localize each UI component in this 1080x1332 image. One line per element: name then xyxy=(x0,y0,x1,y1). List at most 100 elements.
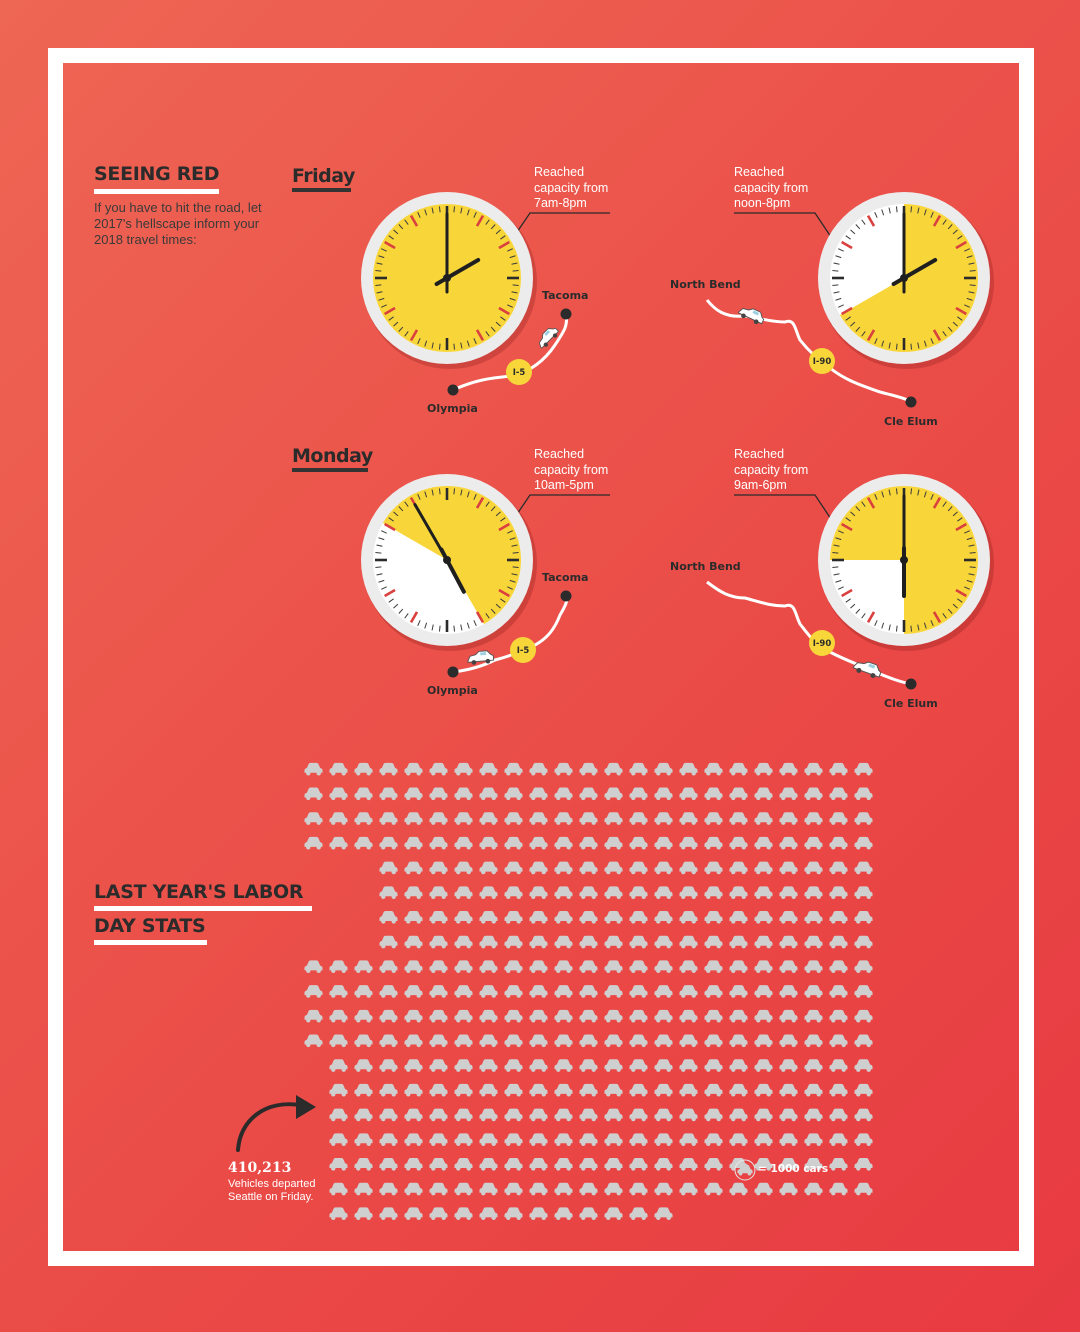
car-icon xyxy=(854,1108,873,1122)
car-icon xyxy=(479,1182,498,1196)
car-icon xyxy=(654,1158,673,1171)
clock-tick xyxy=(473,494,477,500)
car-icon xyxy=(479,1133,498,1146)
highway-badge xyxy=(506,359,532,385)
clock-tick xyxy=(404,331,409,337)
car-icon xyxy=(754,935,773,949)
car-icon xyxy=(379,787,398,801)
car-icon xyxy=(754,960,773,974)
car-icon xyxy=(854,935,873,949)
car-icon xyxy=(729,1009,748,1023)
car-icon xyxy=(529,935,548,949)
clock-tick xyxy=(375,566,382,569)
car-icon xyxy=(454,812,473,825)
car-icon xyxy=(329,1034,348,1048)
car-icon xyxy=(404,1133,423,1146)
clock-tick xyxy=(845,517,851,522)
clock-tick xyxy=(888,624,891,631)
clock-tick xyxy=(378,537,385,541)
car-icon xyxy=(579,836,598,850)
car-icon xyxy=(854,1009,873,1023)
car-icon xyxy=(704,1108,723,1122)
car-icon xyxy=(779,861,798,875)
car-icon xyxy=(304,985,323,998)
clock-tick xyxy=(409,329,419,342)
car-icon xyxy=(479,1108,498,1122)
car-icon xyxy=(854,861,873,875)
car-icon xyxy=(679,812,698,825)
car-icon xyxy=(779,1034,798,1048)
clock-tick xyxy=(438,206,441,213)
car-icon xyxy=(404,1059,423,1072)
capacity-fill xyxy=(382,486,521,625)
car-icon xyxy=(504,1108,523,1122)
clock-tick xyxy=(930,620,934,626)
clock-tick xyxy=(932,496,942,509)
car-icon xyxy=(554,836,573,850)
clock-tick xyxy=(966,255,973,259)
car-icon xyxy=(654,1207,673,1221)
clock-tick xyxy=(393,229,399,235)
car-icon xyxy=(804,836,823,850)
car-icon xyxy=(729,960,748,974)
car-icon xyxy=(529,1034,548,1048)
car-icon xyxy=(304,960,323,974)
car-icon xyxy=(379,1133,398,1146)
clock-tick xyxy=(910,343,913,350)
car-icon xyxy=(654,1059,673,1072)
car-icon xyxy=(754,1182,773,1196)
car-icon xyxy=(604,911,623,924)
car-icon xyxy=(604,861,623,875)
car-icon xyxy=(429,1133,448,1146)
clock-tick xyxy=(833,573,840,576)
arrow-icon xyxy=(236,1102,302,1152)
car-icon xyxy=(654,787,673,801)
car-icon xyxy=(754,1108,773,1122)
clock-tick xyxy=(417,494,421,500)
car-icon xyxy=(604,812,623,825)
car-icon xyxy=(779,1182,798,1196)
clock-tick xyxy=(832,269,839,272)
clock-tick xyxy=(475,214,485,227)
clock-tick xyxy=(930,494,934,500)
car-icon xyxy=(829,861,848,875)
clock-tick xyxy=(466,491,470,498)
car-icon xyxy=(604,1083,623,1097)
car-icon xyxy=(354,1059,373,1072)
car-icon xyxy=(379,1083,398,1097)
car-icon xyxy=(804,1009,823,1023)
clock-tick xyxy=(968,544,975,547)
clock-tick xyxy=(866,329,876,342)
car-icon xyxy=(554,787,573,801)
car-icon xyxy=(779,985,798,998)
clock-tick xyxy=(917,207,920,214)
car-icon xyxy=(829,1158,848,1171)
clock-tick xyxy=(845,235,851,240)
border-frame xyxy=(48,48,1034,1266)
car-icon xyxy=(654,812,673,825)
car-icon xyxy=(454,1207,473,1221)
car-icon xyxy=(779,787,798,801)
clock-tick xyxy=(424,340,428,347)
car-icon xyxy=(429,886,448,899)
car-icon xyxy=(354,1009,373,1023)
car-icon xyxy=(529,1009,548,1023)
total-vehicles: 410,213 xyxy=(228,1160,292,1176)
clock-tick xyxy=(376,291,383,294)
clock-tick xyxy=(417,338,421,344)
clock-tick xyxy=(923,340,927,347)
clock-tick xyxy=(381,248,387,252)
car-icon xyxy=(504,1083,523,1097)
city-north-bend: North Bend xyxy=(670,560,741,573)
car-icon xyxy=(454,1034,473,1048)
clock-tick xyxy=(376,262,383,265)
clock-tick xyxy=(507,586,513,590)
car-icon xyxy=(329,1009,348,1023)
clock-tick xyxy=(507,304,513,308)
clock-tick xyxy=(498,522,511,532)
car-icon xyxy=(704,960,723,974)
car-icon xyxy=(629,1158,648,1171)
car-icon xyxy=(454,836,473,850)
clock-tick xyxy=(431,489,434,496)
car-icon xyxy=(754,861,773,875)
